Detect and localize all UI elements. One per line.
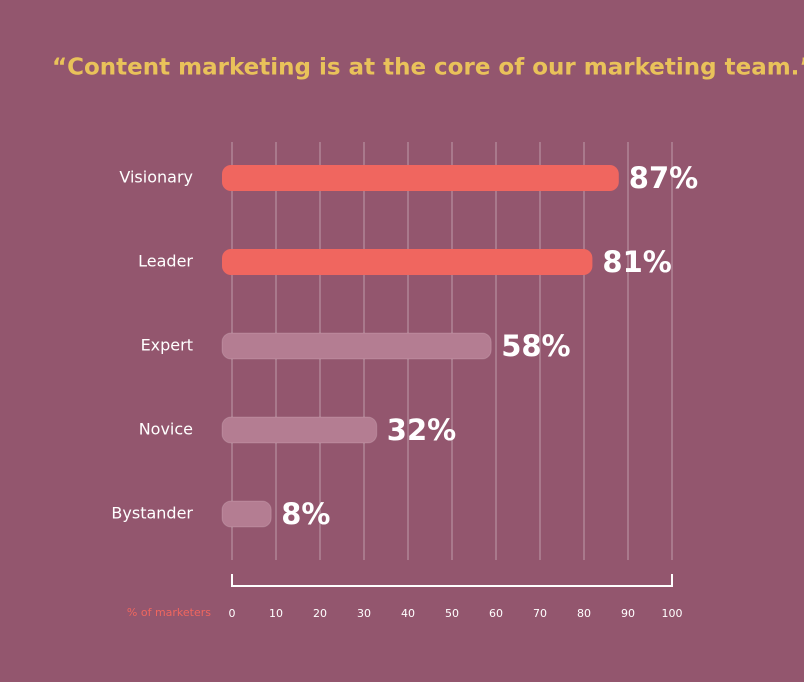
value-label: 58% <box>501 329 570 363</box>
y-tick-label: Leader <box>138 252 193 271</box>
chart-title: “Content marketing is at the core of our… <box>52 55 804 81</box>
x-axis-label: % of marketers <box>127 606 211 619</box>
value-label: 81% <box>602 245 671 279</box>
value-label: 32% <box>387 413 456 447</box>
bar <box>221 332 492 360</box>
x-tick-label: 100 <box>662 607 683 620</box>
bar <box>221 500 272 528</box>
y-tick-label: Expert <box>141 336 193 355</box>
x-tick-label: 50 <box>445 607 459 620</box>
value-label: 87% <box>629 161 698 195</box>
x-tick-label: 90 <box>621 607 635 620</box>
x-tick-label: 30 <box>357 607 371 620</box>
y-tick-label: Bystander <box>111 504 193 523</box>
x-tick-label: 0 <box>229 607 236 620</box>
bar <box>222 249 593 275</box>
x-tick-label: 60 <box>489 607 503 620</box>
bar <box>222 165 619 191</box>
x-tick-label: 80 <box>577 607 591 620</box>
axis-bracket <box>231 574 673 587</box>
y-tick-label: Novice <box>139 420 193 439</box>
bar <box>221 416 378 444</box>
x-tick-label: 20 <box>313 607 327 620</box>
value-label: 8% <box>281 497 330 531</box>
x-tick-label: 70 <box>533 607 547 620</box>
y-tick-label: Visionary <box>119 168 193 187</box>
x-tick-label: 10 <box>269 607 283 620</box>
x-tick-label: 40 <box>401 607 415 620</box>
